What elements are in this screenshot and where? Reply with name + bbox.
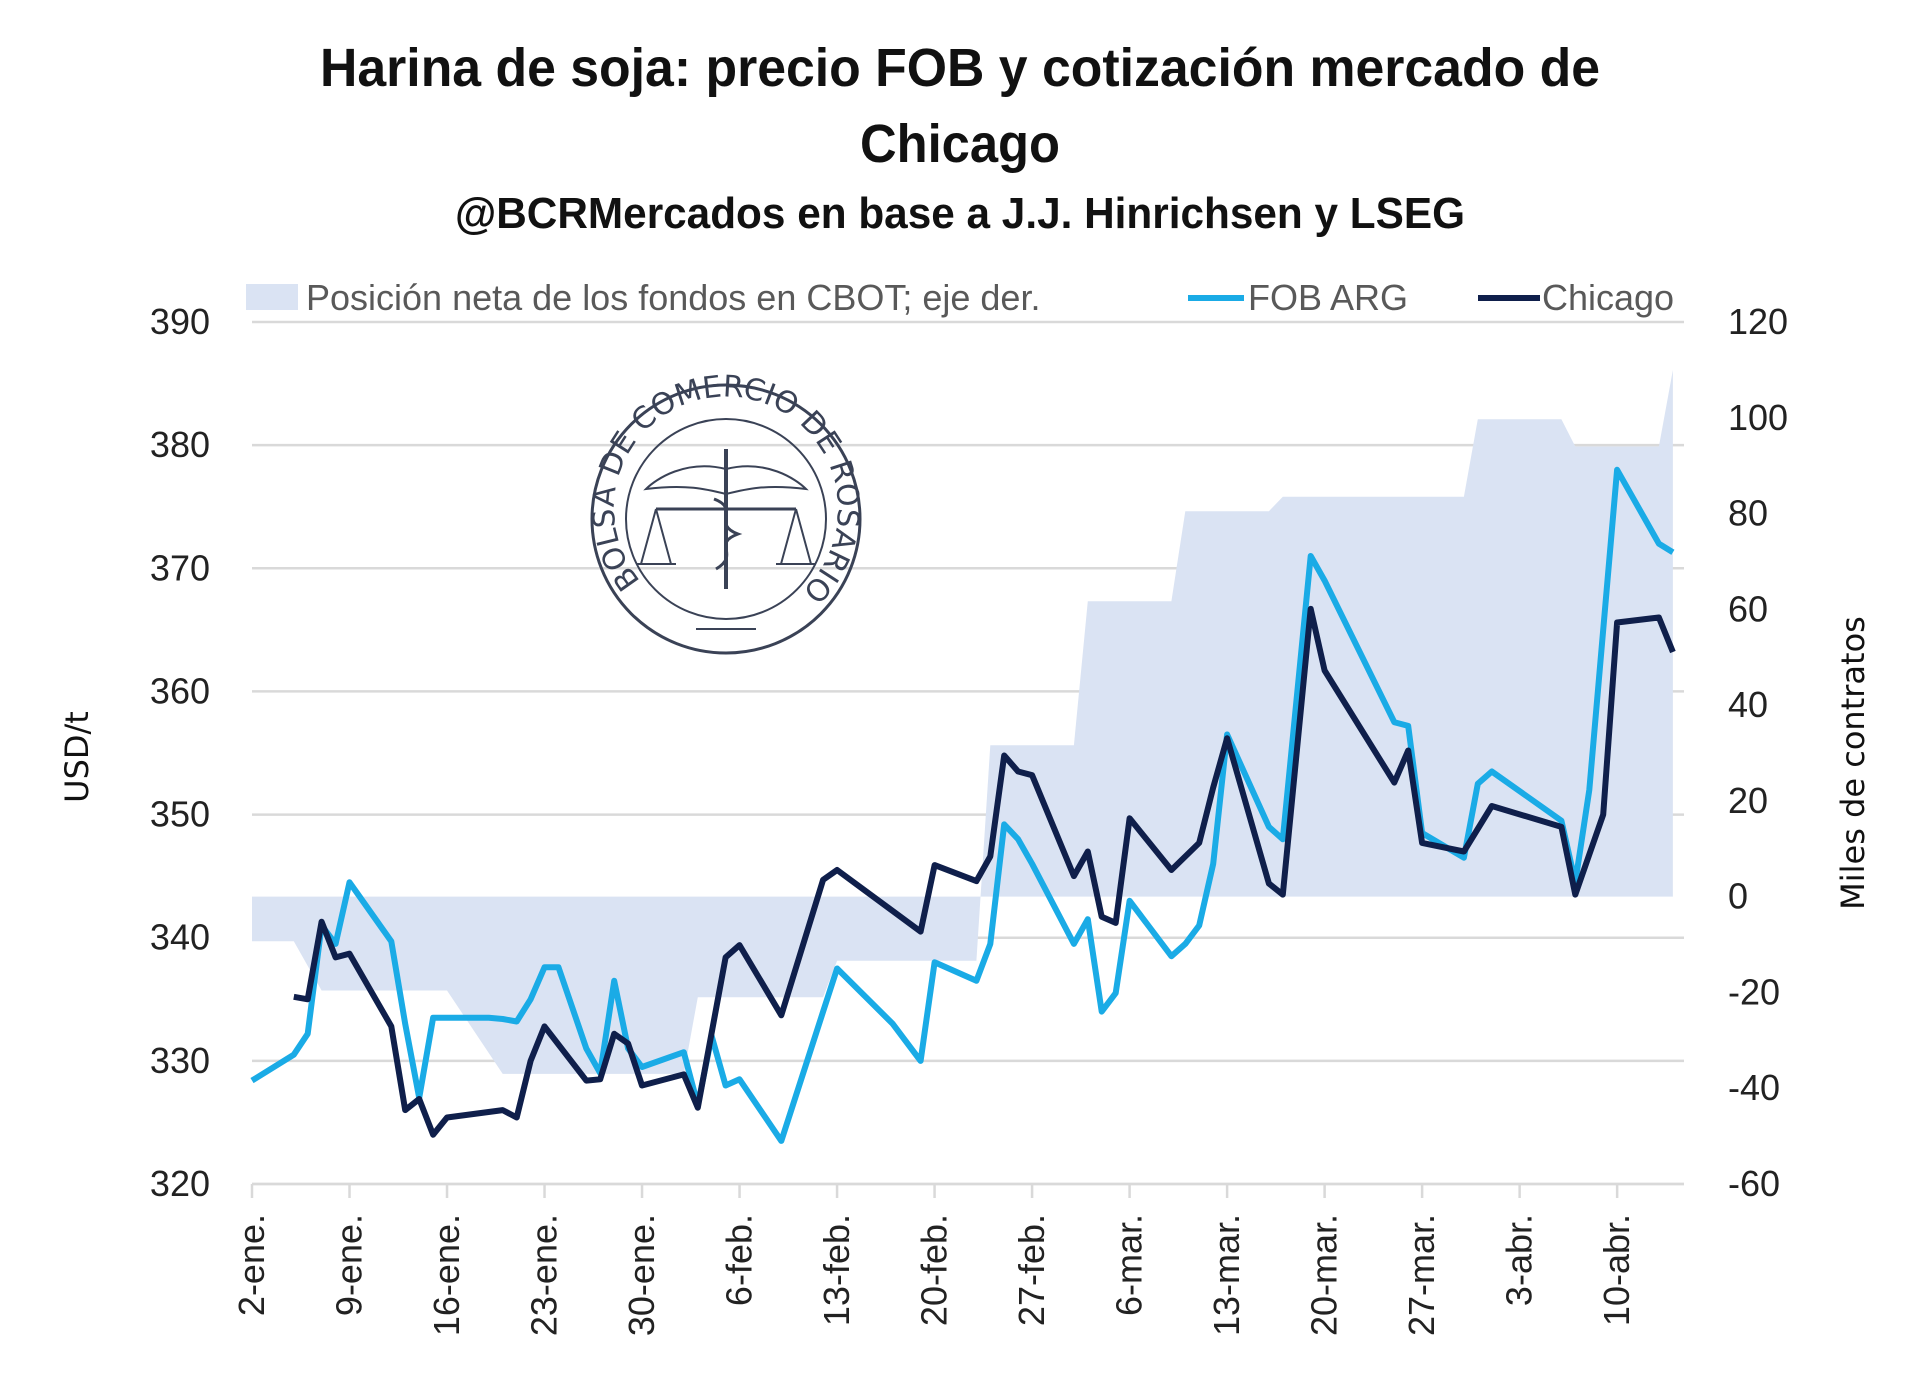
chart-title-line-2: Chicago (860, 114, 1060, 174)
y2-tick-label: 20 (1728, 780, 1768, 821)
y2-tick-label: -60 (1728, 1163, 1780, 1204)
y2-tick-label: 120 (1728, 301, 1788, 342)
x-tick-label: 13-feb. (816, 1214, 857, 1326)
y-tick-label: 340 (150, 917, 210, 958)
y-tick-label: 370 (150, 547, 210, 588)
y2-tick-label: 0 (1728, 876, 1748, 917)
left-axis-ticks: 390 380 370 360 350 340 330 320 (150, 301, 210, 1204)
line-chicago (293, 605, 1676, 1138)
x-tick-label: 27-feb. (1011, 1214, 1052, 1326)
y2-tick-label: 80 (1728, 493, 1768, 534)
legend-swatch-area (246, 284, 298, 310)
y-tick-label: 330 (150, 1040, 210, 1081)
line-fob-arg (250, 466, 1675, 1144)
y-tick-label: 350 (150, 794, 210, 835)
y-tick-label: 320 (150, 1163, 210, 1204)
left-axis-label: USD/t (58, 711, 96, 803)
x-tick-label: 9-ene. (329, 1214, 370, 1316)
y2-tick-label: -40 (1728, 1067, 1780, 1108)
y2-tick-label: 100 (1728, 397, 1788, 438)
x-tick-label: 23-ene. (524, 1214, 565, 1336)
x-tick-label: 6-feb. (719, 1214, 760, 1306)
x-axis-ticks: 2-ene. 9-ene. 16-ene. 23-ene. 30-ene. 6-feb. 1… (231, 1182, 1684, 1336)
x-tick-label: 16-ene. (426, 1214, 467, 1336)
right-axis-label: Miles de contratos (1834, 616, 1872, 910)
title-block: Harina de soja: precio FOB y cotización … (320, 38, 1600, 238)
chart-subtitle: @BCRMercados en base a J.J. Hinrichsen y… (455, 189, 1465, 238)
legend: Posición neta de los fondos en CBOT; eje… (246, 277, 1674, 318)
y2-tick-label: 60 (1728, 588, 1768, 629)
legend-label-area: Posición neta de los fondos en CBOT; eje… (306, 277, 1040, 318)
x-tick-label: 20-feb. (914, 1214, 955, 1326)
legend-label-chicago: Chicago (1542, 277, 1674, 318)
x-tick-label: 20-mar. (1304, 1214, 1345, 1336)
legend-label-fob: FOB ARG (1248, 277, 1408, 318)
y-tick-label: 360 (150, 670, 210, 711)
area-fondos-cbot (252, 369, 1673, 1074)
x-tick-label: 3-abr. (1499, 1214, 1540, 1306)
y-tick-label: 390 (150, 301, 210, 342)
chart-title-line-1: Harina de soja: precio FOB y cotización … (320, 38, 1600, 98)
y2-tick-label: 40 (1728, 684, 1768, 725)
x-tick-label: 10-abr. (1596, 1214, 1637, 1326)
y-tick-label: 380 (150, 424, 210, 465)
y2-tick-label: -20 (1728, 971, 1780, 1012)
x-tick-label: 6-mar. (1109, 1214, 1150, 1316)
area-series (252, 369, 1673, 1074)
x-tick-label: 30-ene. (621, 1214, 662, 1336)
x-tick-label: 27-mar. (1401, 1214, 1442, 1336)
line-series (250, 466, 1676, 1144)
logo-seal: BOLSA DE COMERCIO DE ROSARIO (587, 369, 865, 655)
x-tick-label: 2-ene. (231, 1214, 272, 1316)
right-axis-ticks: 120 100 80 60 40 20 0 -20 -40 -60 (1728, 301, 1788, 1204)
x-tick-label: 13-mar. (1206, 1214, 1247, 1336)
